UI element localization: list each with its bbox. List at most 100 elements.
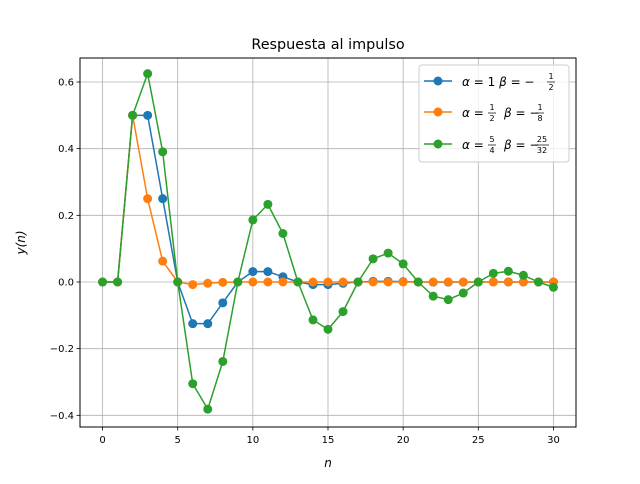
series-3-point	[398, 259, 408, 269]
series-1-point	[158, 194, 168, 204]
legend-s3-alpha-den: 4	[489, 146, 494, 155]
legend-box	[418, 64, 570, 163]
series-2-point	[398, 277, 408, 287]
y-tick-label: 0.2	[58, 211, 74, 222]
series-3-point	[158, 147, 168, 157]
x-axis-label: n	[324, 456, 332, 470]
series-2-point	[428, 277, 438, 287]
y-tick-label: 0.6	[58, 78, 74, 89]
legend-label-series-3a: α =	[462, 138, 484, 152]
legend-s2-alpha-num: 1	[489, 103, 494, 112]
legend-label-series-1: α = 1 β = −	[462, 75, 535, 89]
x-tick-label: 25	[472, 435, 485, 446]
legend-marker-series-3	[433, 139, 443, 149]
series-3-point	[548, 282, 558, 292]
series-3-point	[113, 277, 123, 287]
series-layer	[98, 69, 558, 414]
series-3-point	[233, 277, 243, 287]
y-tick-label: −0.2	[50, 344, 74, 355]
chart-title: Respuesta al impulso	[251, 37, 405, 53]
y-axis-label-text: y(n)	[14, 230, 28, 255]
series-3-point	[473, 277, 483, 287]
x-tick-label: 10	[246, 435, 259, 446]
series-1-point	[203, 319, 213, 329]
series-3-point	[413, 277, 423, 287]
x-tick-label: 5	[175, 435, 181, 446]
y-axis-label: y(n)	[14, 230, 28, 255]
series-3-point	[128, 110, 138, 120]
legend-s3-alpha-num: 5	[489, 135, 494, 144]
series-1-point	[143, 110, 153, 120]
legend-marker-series-2	[433, 107, 443, 117]
series-3-point	[188, 379, 198, 389]
series-2-point	[368, 277, 378, 287]
series-2-point	[218, 277, 228, 287]
series-2-point	[203, 278, 213, 288]
series-3-point	[263, 199, 273, 209]
series-3-point	[443, 295, 453, 305]
series-3-point	[353, 277, 363, 287]
legend-label-series-2a: α =	[462, 106, 484, 120]
legend-s2-beta-num: 1	[537, 103, 542, 112]
series-3-point	[368, 254, 378, 264]
x-tick-label: 15	[322, 435, 335, 446]
series-2-point	[323, 277, 333, 287]
series-3-point	[98, 277, 108, 287]
legend-label-series-3b: β = −	[503, 138, 539, 152]
legend-s1-beta-den: 2	[548, 83, 553, 92]
legend-label-series-2b: β = −	[503, 106, 539, 120]
series-1-point	[263, 267, 273, 277]
series-3-point	[338, 307, 348, 317]
series-2-point	[488, 277, 498, 287]
series-2-point	[248, 277, 258, 287]
series-3-point	[143, 69, 153, 79]
series-3-point	[203, 404, 213, 414]
series-3-point	[173, 277, 183, 287]
series-3-point	[383, 248, 393, 258]
axis-ticks: 0 5 10 15 20 25 30−0.4−0.20.00.20.40.6	[50, 78, 560, 447]
series-3-point	[533, 277, 543, 287]
series-3-point	[458, 288, 468, 298]
y-tick-label: 0.4	[58, 144, 74, 155]
series-2-point	[308, 277, 318, 287]
series-3-point	[428, 291, 438, 301]
series-2-point	[518, 277, 528, 287]
x-tick-label: 30	[547, 435, 560, 446]
series-1-point	[218, 298, 228, 308]
series-3-point	[293, 277, 303, 287]
series-3-point	[248, 215, 258, 225]
x-tick-label: 20	[397, 435, 410, 446]
legend-marker-series-1	[433, 76, 443, 86]
series-3-point	[278, 229, 288, 238]
legend-s3-beta-num: 25	[537, 135, 547, 144]
series-3-point	[503, 266, 513, 276]
series-2-point	[503, 277, 513, 287]
series-1-point	[248, 267, 258, 277]
series-2-point	[143, 194, 153, 204]
y-tick-label: 0.0	[58, 278, 74, 289]
series-2-point	[338, 277, 348, 287]
series-3-point	[323, 324, 333, 334]
y-axis-label-group: y(n)	[14, 230, 28, 255]
series-3-point	[518, 270, 528, 280]
series-2-point	[263, 277, 273, 287]
series-2-point	[158, 256, 168, 266]
series-2-point	[188, 280, 198, 290]
x-tick-label: 0	[99, 435, 105, 446]
legend-s3-beta-den: 32	[537, 146, 547, 155]
legend-s2-beta-den: 8	[537, 114, 542, 123]
y-tick-label: −0.4	[50, 411, 74, 422]
series-2-point	[458, 277, 468, 287]
series-3	[98, 69, 558, 414]
series-1-point	[188, 319, 198, 329]
series-3-point	[488, 268, 498, 278]
legend-s2-alpha-den: 2	[489, 114, 494, 123]
series-3-point	[218, 356, 228, 366]
legend: α = 1 β = − 1 2 α = 1 2 β = − 1 8 α = 5 …	[418, 64, 570, 163]
series-2-point	[278, 277, 288, 287]
legend-s1-beta-num: 1	[548, 72, 553, 81]
series-2-point	[443, 277, 453, 287]
series-3-point	[308, 315, 318, 325]
series-2-point	[383, 277, 393, 287]
